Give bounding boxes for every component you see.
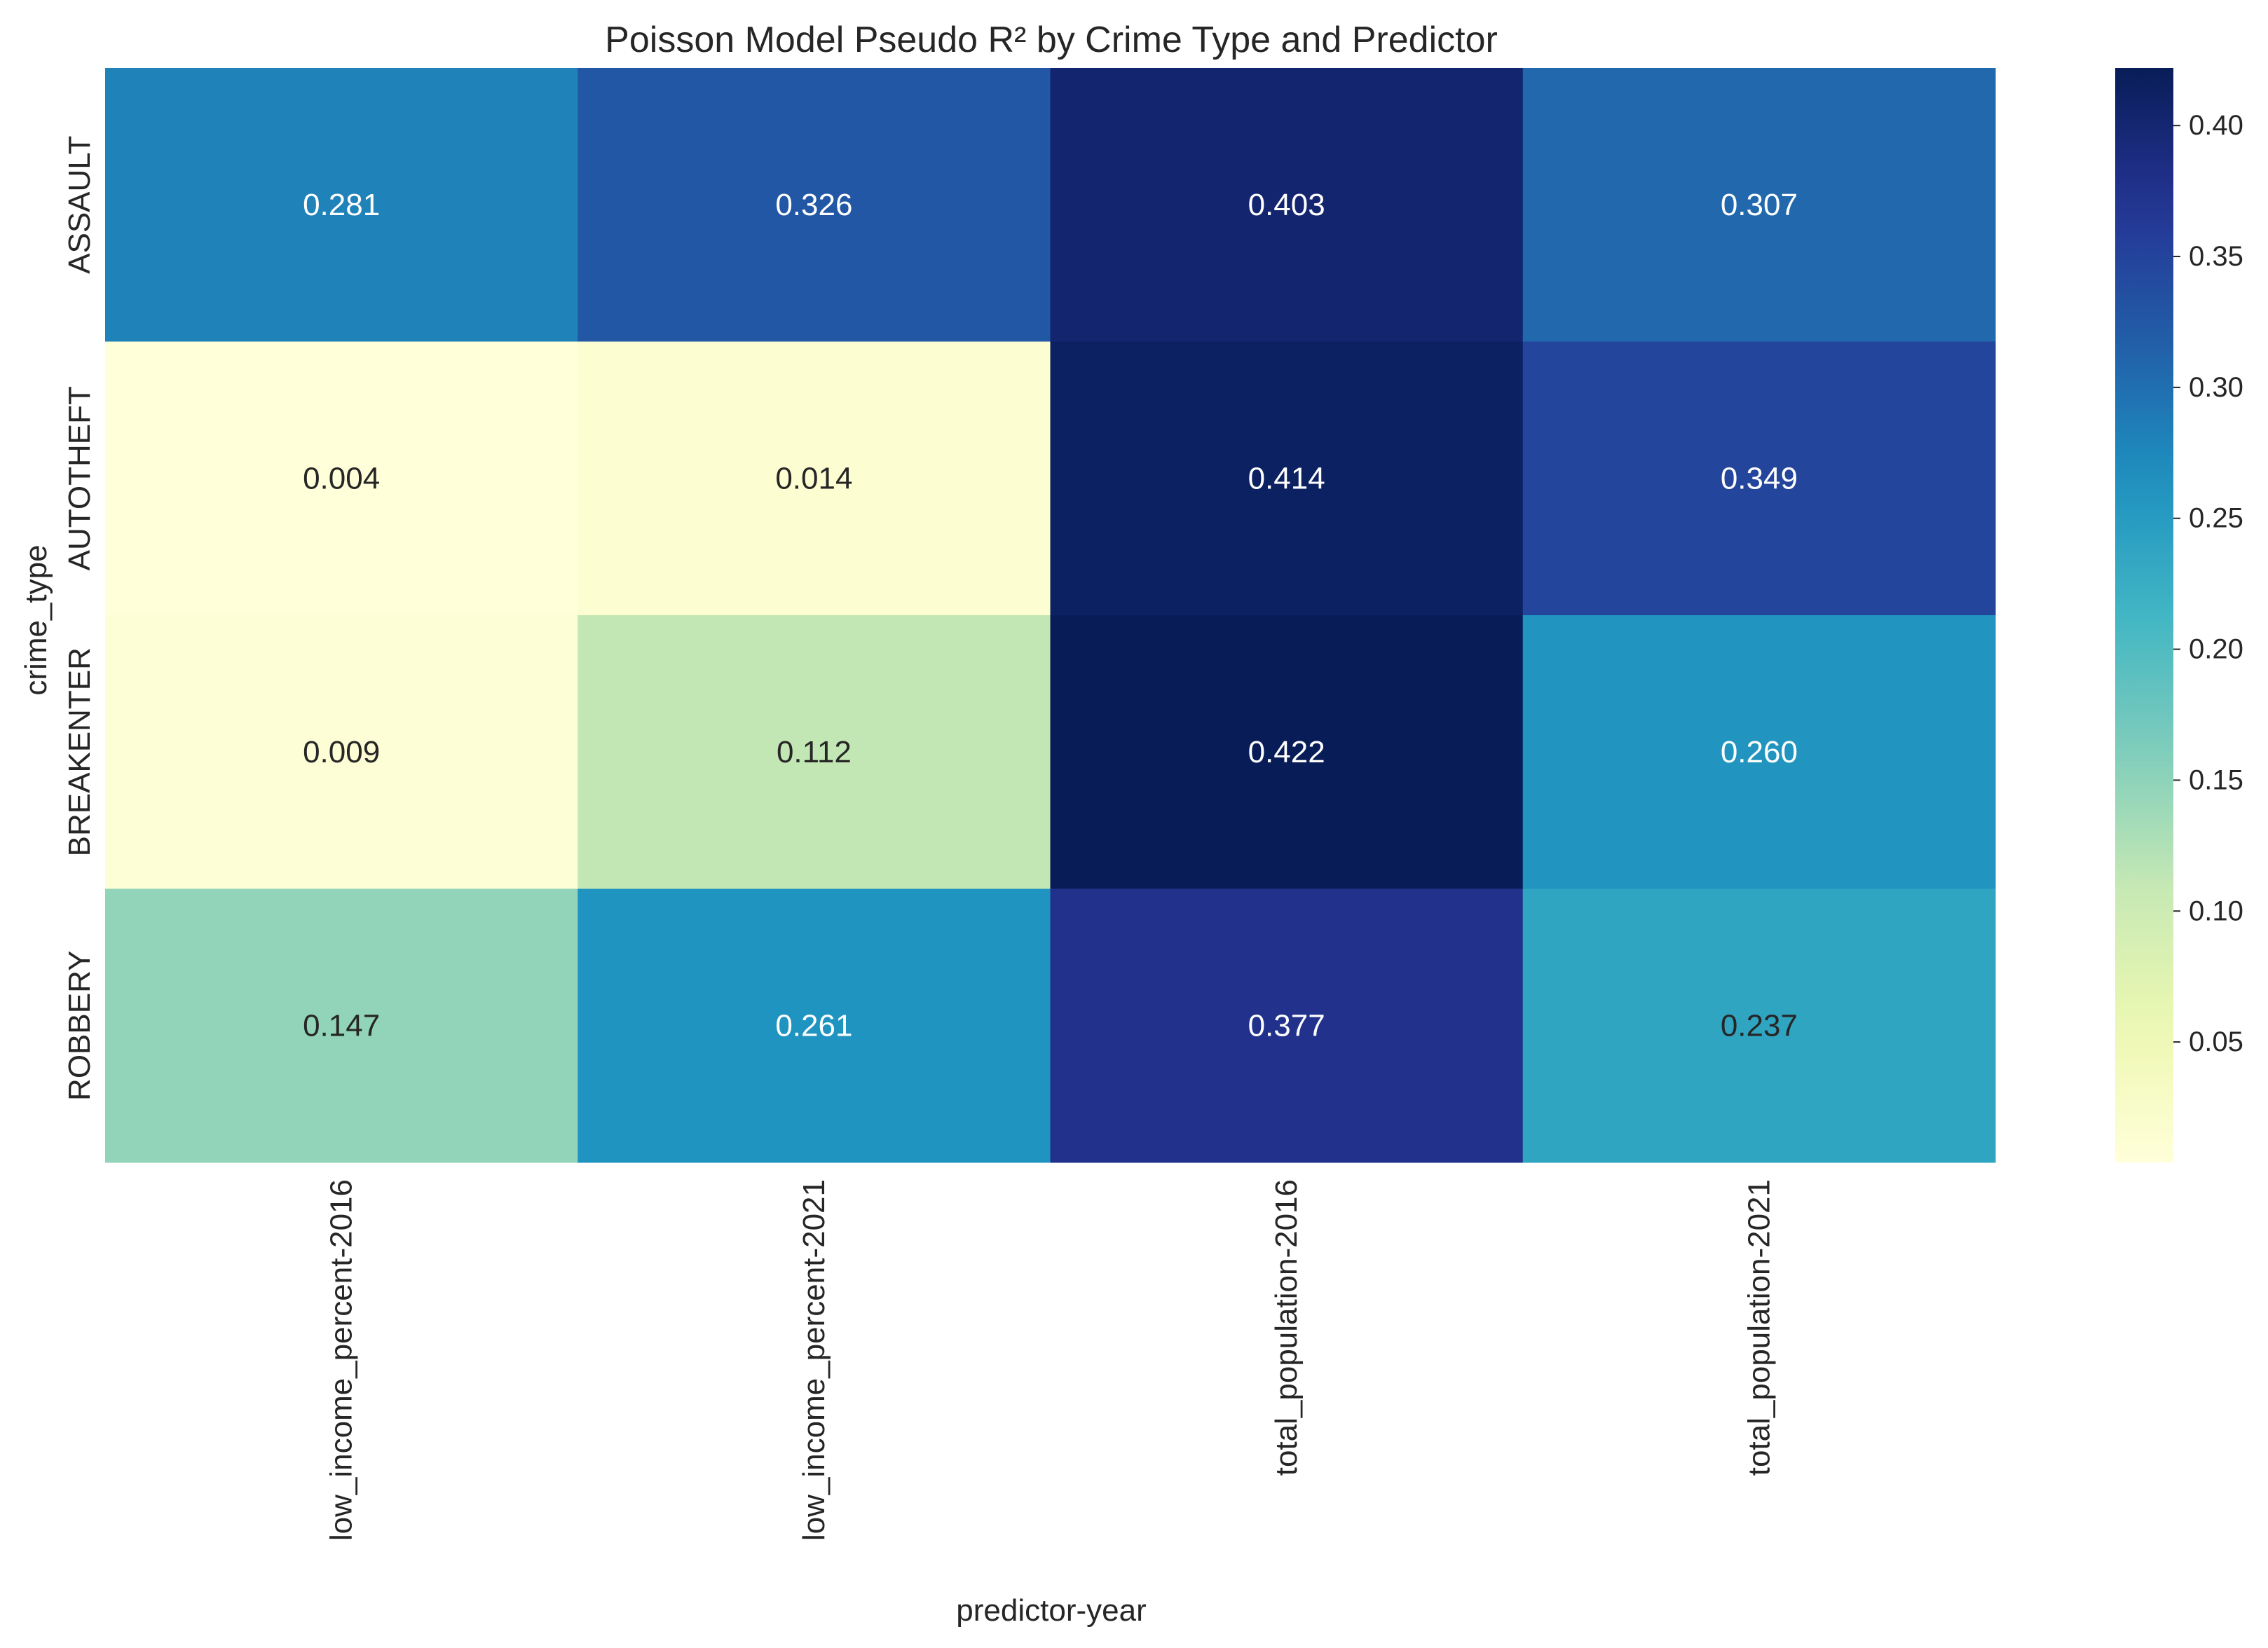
heatmap-cell-breakenter-low-income-percent-2016: [105, 615, 578, 889]
y-tick-label-breakenter: BREAKENTER: [62, 647, 97, 856]
heatmap-cell-autotheft-low-income-percent-2016: [105, 341, 578, 616]
cell-value-label-robbery-low-income-percent-2016: 0.147: [303, 1008, 380, 1043]
colorbar-tick-label: 0.40: [2189, 110, 2243, 141]
heatmap-cell-robbery-low-income-percent-2021: [578, 888, 1051, 1163]
colorbar-tick-label: 0.05: [2189, 1026, 2243, 1057]
colorbar-tick-label: 0.35: [2189, 241, 2243, 272]
x-tick-label-low-income-percent-2021: low_income_percent-2021: [797, 1179, 831, 1541]
heatmap-cell-robbery-total-population-2021: [1522, 888, 1996, 1163]
cell-value-label-breakenter-low-income-percent-2016: 0.009: [303, 735, 380, 769]
heatmap-cell-robbery-total-population-2016: [1050, 888, 1524, 1163]
y-axis-label: crime_type: [19, 544, 53, 695]
cell-value-label-assault-low-income-percent-2021: 0.326: [775, 188, 852, 222]
heatmap-cells: [105, 68, 1996, 1163]
heatmap-cell-autotheft-total-population-2016: [1050, 341, 1524, 616]
x-tick-label-low-income-percent-2016: low_income_percent-2016: [325, 1179, 359, 1541]
cell-value-label-autotheft-total-population-2016: 0.414: [1248, 461, 1325, 495]
cell-value-label-assault-total-population-2016: 0.403: [1248, 188, 1325, 222]
chart-title: Poisson Model Pseudo R² by Crime Type an…: [605, 20, 1498, 60]
cell-value-label-breakenter-low-income-percent-2021: 0.112: [777, 735, 852, 769]
colorbar-tick-label: 0.15: [2189, 764, 2243, 795]
heatmap-cell-breakenter-total-population-2016: [1050, 615, 1524, 889]
cell-value-label-assault-total-population-2021: 0.307: [1721, 188, 1798, 222]
heatmap-cell-assault-low-income-percent-2021: [578, 68, 1051, 342]
colorbar-ticks: 0.05 0.10 0.15 0.20 0.25 0.30 0.35 0.40: [2173, 110, 2243, 1057]
cell-value-label-breakenter-total-population-2021: 0.260: [1721, 735, 1798, 769]
cell-value-label-autotheft-low-income-percent-2016: 0.004: [303, 461, 380, 495]
x-axis-label: predictor-year: [956, 1593, 1146, 1628]
heatmap-cell-breakenter-total-population-2021: [1522, 615, 1996, 889]
colorbar-tick-label: 0.20: [2189, 634, 2243, 665]
colorbar: [2115, 68, 2173, 1162]
heatmap-cell-autotheft-low-income-percent-2021: [578, 341, 1051, 616]
cell-value-label-robbery-total-population-2016: 0.377: [1248, 1008, 1325, 1043]
heatmap-cell-assault-low-income-percent-2016: [105, 68, 578, 342]
cell-value-label-breakenter-total-population-2016: 0.422: [1248, 735, 1325, 769]
x-tick-labels: low_income_percent-2016 low_income_percen…: [325, 1179, 1777, 1541]
y-tick-label-assault: ASSAULT: [62, 136, 97, 274]
heatmap-cell-breakenter-low-income-percent-2021: [578, 615, 1051, 889]
cell-value-label-robbery-low-income-percent-2021: 0.261: [775, 1008, 852, 1043]
colorbar-tick-label: 0.30: [2189, 372, 2243, 403]
colorbar-tick-label: 0.10: [2189, 895, 2243, 926]
cell-value-labels: 0.281 0.326 0.403 0.307 0.004 0.014 0.414 0.349…: [303, 188, 1798, 1043]
cell-value-label-robbery-total-population-2021: 0.237: [1721, 1008, 1798, 1043]
heatmap-cell-assault-total-population-2021: [1522, 68, 1996, 342]
cell-value-label-autotheft-total-population-2021: 0.349: [1721, 461, 1798, 495]
colorbar-tick-label: 0.25: [2189, 503, 2243, 534]
cell-value-label-autotheft-low-income-percent-2021: 0.014: [775, 461, 852, 495]
y-tick-label-autotheft: AUTOTHEFT: [62, 386, 97, 570]
y-tick-label-robbery: ROBBERY: [62, 951, 97, 1101]
x-tick-label-total-population-2016: total_population-2016: [1269, 1179, 1304, 1476]
x-tick-label-total-population-2021: total_population-2021: [1742, 1179, 1776, 1476]
heatmap-cell-assault-total-population-2016: [1050, 68, 1524, 342]
heatmap-cell-robbery-low-income-percent-2016: [105, 888, 578, 1163]
y-tick-labels: ASSAULT AUTOTHEFT BREAKENTER ROBBERY: [62, 136, 97, 1101]
heatmap-cell-autotheft-total-population-2021: [1522, 341, 1996, 616]
cell-value-label-assault-low-income-percent-2016: 0.281: [303, 188, 380, 222]
